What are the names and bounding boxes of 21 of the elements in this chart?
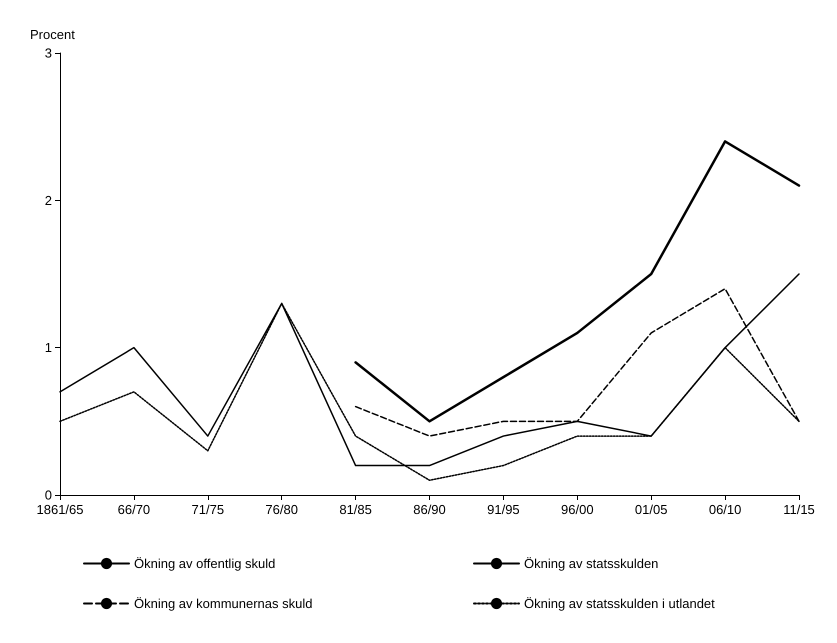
x-tick-label: 06/10	[708, 502, 742, 517]
y-tick-label: 2	[44, 192, 52, 208]
y-tick-label: 1	[44, 340, 52, 356]
line-series	[354, 140, 800, 423]
x-tick-label: 1861/65	[36, 502, 84, 517]
x-tick-label: 96/00	[561, 502, 594, 517]
x-tick-label: 11/15	[783, 502, 815, 517]
x-tick-label: 91/95	[487, 502, 520, 517]
x-tick-label: 71/75	[192, 502, 224, 517]
x-tick-label: 66/70	[118, 502, 150, 517]
x-tick-label: 81/85	[339, 502, 372, 517]
legend-label: Ökning av statsskulden	[524, 556, 658, 571]
legend-label: Ökning av statsskulden i utlandet	[524, 596, 716, 611]
x-tick-label: 01/05	[634, 502, 668, 517]
x-tick-label: 86/90	[413, 502, 446, 517]
y-tick-label: 3	[44, 46, 52, 60]
legend-label: Ökning av kommunernas skuld	[134, 596, 312, 611]
y-axis-title: Procent	[30, 27, 76, 42]
x-tick-label: 76/80	[265, 502, 298, 517]
y-tick-label: 0	[44, 488, 52, 502]
legend-label: Ökning av offentlig skuld	[134, 556, 276, 571]
